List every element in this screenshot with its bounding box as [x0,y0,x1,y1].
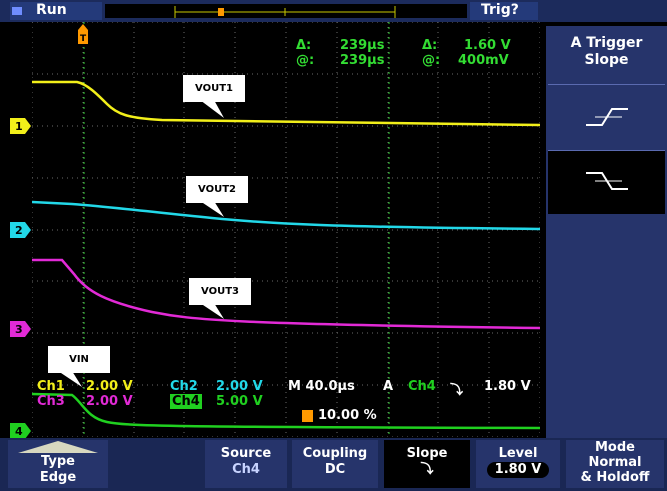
ch3-label: Ch3 [37,394,65,409]
callout-vin-pointer [58,371,82,387]
ch4-scale: 5.00 V [216,394,263,409]
waveform-ch1 [32,80,541,127]
slope-icon: ⤵ [420,462,434,477]
record-timeline [105,4,467,18]
trigger-source: Ch4 [408,379,436,394]
trigger-status: Trig? [481,2,519,18]
side-menu-title: A Trigger Slope [570,35,643,68]
callout-vout2-pointer [200,201,224,217]
callout-vout1: VOUT1 [183,75,245,102]
rising-edge-icon [586,108,628,126]
slope-button[interactable]: Slope ⤵ [384,440,470,488]
graticule-grid [31,21,541,438]
cursor-delta-time-symbol: Δ: [296,38,312,53]
falling-edge-icon [586,172,628,190]
ch2-ground-marker[interactable]: 2 [10,222,32,238]
timebase: M 40.0μs [288,379,355,394]
ch1-ground-marker[interactable]: 1 [10,118,32,134]
ch1-scale: 2.00 V [86,379,133,394]
svg-text:2: 2 [15,224,23,237]
cursor-at-time-symbol: @: [296,53,315,68]
svg-text:1: 1 [15,120,23,133]
svg-text:4: 4 [15,425,23,438]
ch4-label: Ch4 [170,394,202,409]
ch3-ground-marker[interactable]: 3 [10,321,32,337]
falling-slope-button[interactable] [548,150,665,214]
ch2-label: Ch2 [170,379,198,394]
coupling-button[interactable]: Coupling DC [292,440,378,488]
waveform-ch4 [31,392,541,430]
source-button[interactable]: Source Ch4 [205,440,287,488]
run-label: Run [36,2,67,18]
cursor-at-volt: 400mV [458,53,509,68]
trigger-position: 10.00 % [318,408,377,423]
callout-vout3-pointer [200,303,224,319]
svg-text:T: T [80,34,87,44]
trigger-status-box [470,2,538,20]
run-stop-indicator[interactable] [10,2,102,20]
callout-vout1-pointer [200,100,224,118]
cursor-at-volt-symbol: @: [422,53,441,68]
trigger-position-marker-icon [302,410,313,422]
cursor-at-time: 239μs [340,53,385,68]
level-button[interactable]: Level 1.80 V [476,440,560,488]
waveform-ch3 [32,258,541,330]
svg-text:3: 3 [15,323,23,336]
trigger-level: 1.80 V [484,379,531,394]
menu-arrow-icon [18,441,98,453]
trigger-position-icon: T [78,24,88,44]
waveform-canvas: T [31,21,541,438]
ch1-label: Ch1 [37,379,65,394]
rising-slope-button[interactable] [548,84,665,148]
callout-vin: VIN [48,346,110,373]
trigger-slope-icon: ⤵ [450,383,464,398]
acquisition-icon [12,7,22,15]
cursor-delta-volt-symbol: Δ: [422,38,438,53]
mode-holdoff-button[interactable]: Mode Normal & Holdoff [566,440,664,488]
trigger-mode: A [383,379,394,394]
callout-vout2: VOUT2 [186,176,248,203]
cursor-delta-volt: 1.60 V [464,38,511,53]
waveform-ch2 [31,200,541,231]
record-timeline-graphic [174,6,396,18]
type-button[interactable]: Type Edge [8,440,108,488]
callout-vout3: VOUT3 [189,278,251,305]
ch2-scale: 2.00 V [216,379,263,394]
ch4-ground-marker[interactable]: 4 [10,423,32,439]
level-value: 1.80 V [486,462,550,478]
ch3-scale: 2.00 V [86,394,133,409]
waveform-display[interactable]: T [31,21,541,438]
cursor-delta-time: 239μs [340,38,385,53]
